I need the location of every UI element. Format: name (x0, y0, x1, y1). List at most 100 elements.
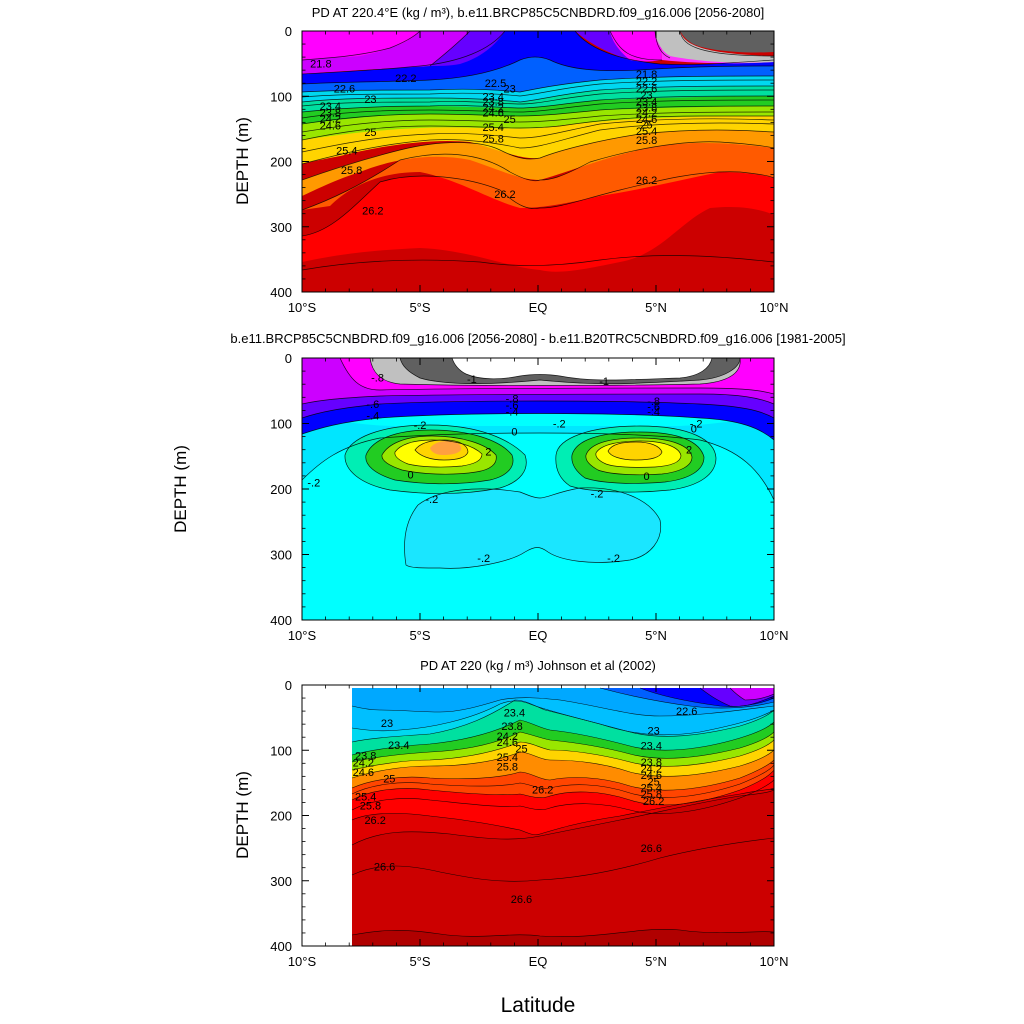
contour-label: 23 (640, 90, 652, 102)
contour-label: 23 (381, 718, 393, 730)
contour-label: 25.8 (641, 789, 662, 801)
y-tick-label: 300 (270, 220, 292, 235)
contour-label: 2 (686, 445, 692, 457)
contour-label: 24.2 (636, 108, 657, 120)
contour-label: 24.6 (641, 770, 662, 782)
contour-label: -.2 (307, 477, 320, 489)
contour-label: 23.8 (501, 721, 522, 733)
contour-label: 25.8 (636, 135, 657, 147)
contour-label: 25.4 (482, 122, 503, 134)
contour-labels: 2323.423.824.224.62525.425.826.226.623.4… (353, 706, 698, 906)
y-tick-label: 200 (270, 482, 292, 497)
contour-label: -.8 (371, 373, 384, 385)
contour-label: 25.4 (336, 145, 357, 157)
contour-label: 25 (640, 119, 652, 131)
contour-label: -.4 (366, 411, 379, 423)
y-tick-label: 200 (270, 155, 292, 170)
contour-label: 23 (504, 83, 516, 95)
contour-label: 25 (648, 777, 660, 789)
contour-lines (351, 687, 774, 937)
contour-label: 24.2 (482, 102, 503, 114)
contour-label: -1 (467, 374, 477, 386)
contour-label: 23.8 (320, 108, 341, 120)
contour-fill (302, 358, 774, 620)
contour-label: 26.6 (641, 843, 662, 855)
contour-label: 25 (504, 114, 516, 126)
contour-label: -1 (599, 376, 609, 388)
contour-label: 25 (383, 773, 395, 785)
panel-title: b.e11.BRCP85C5CNBDRD.f09_g16.006 [2056-2… (230, 331, 845, 346)
x-tick-label: EQ (529, 954, 548, 969)
contour-label: 25.4 (636, 126, 657, 138)
contour-label: 0 (407, 470, 413, 482)
x-tick-label: 5°N (645, 628, 667, 643)
y-axis-label: DEPTH (m) (171, 445, 190, 533)
x-tick-label: 5°S (409, 628, 430, 643)
x-tick-label: EQ (529, 300, 548, 315)
contour-label: -.8 (647, 396, 660, 408)
panel-density-difference: b.e11.BRCP85C5CNBDRD.f09_g16.006 [2056-2… (171, 331, 846, 643)
contour-label: 25.8 (482, 134, 503, 146)
contour-label: 23.8 (641, 757, 662, 769)
contour-label: -.2 (425, 494, 438, 506)
contour-lines (302, 358, 774, 569)
contour-label: 22.6 (676, 706, 697, 718)
contour-label: 22.2 (636, 76, 657, 88)
contour-label: 25.4 (641, 782, 662, 794)
panel-title: PD AT 220.4°E (kg / m³), b.e11.BRCP85C5C… (312, 5, 765, 20)
contour-lines (302, 31, 774, 271)
y-tick-label: 100 (270, 89, 292, 104)
contour-label: -.6 (506, 400, 519, 412)
x-tick-label: EQ (529, 628, 548, 643)
contour-label: -.2 (591, 489, 604, 501)
y-tick-label: 0 (285, 24, 292, 39)
x-axis-label: Latitude (501, 994, 576, 1017)
y-axis-label: DEPTH (m) (233, 117, 252, 205)
contour-label: -.6 (366, 399, 379, 411)
panel-model-density: PD AT 220.4°E (kg / m³), b.e11.BRCP85C5C… (233, 5, 789, 315)
contour-label: -.4 (647, 407, 660, 419)
contour-label: 25.4 (497, 752, 518, 764)
contour-label: 22.6 (636, 83, 657, 95)
contour-label: 24.6 (320, 121, 341, 133)
y-axis-label: DEPTH (m) (233, 771, 252, 859)
contour-label: 24.6 (497, 737, 518, 749)
contour-label: 22.6 (334, 83, 355, 95)
contour-fill (302, 31, 774, 292)
y-tick-label: 100 (270, 743, 292, 758)
contour-label: 22.2 (395, 73, 416, 85)
contour-label: 26.6 (374, 861, 395, 873)
contour-label: -.2 (553, 419, 566, 431)
x-tick-label: 10°S (288, 300, 317, 315)
x-tick-label: 10°S (288, 954, 317, 969)
contour-label: 23.4 (320, 101, 341, 113)
contour-label: 24.6 (482, 108, 503, 120)
contour-labels: -.8 -1 -1-.8 -.8-.6 -.6 -.6-.4 -.4-.4-.2 -.2 -.2… (307, 373, 702, 565)
x-tick-label: 10°N (759, 954, 788, 969)
contour-label: 25.8 (341, 165, 362, 177)
contour-label: -.2 (690, 419, 703, 431)
contour-label: 26.2 (364, 815, 385, 827)
contour-label: 23.8 (636, 102, 657, 114)
contour-label: 2 (485, 447, 491, 459)
contour-label: 23.4 (636, 96, 657, 108)
contour-label: 26.2 (532, 784, 553, 796)
contour-fill (351, 687, 774, 946)
y-tick-label: 0 (285, 678, 292, 693)
contour-label: 23.4 (641, 741, 662, 753)
contour-label: -.2 (414, 420, 427, 432)
contour-label: 25 (515, 743, 527, 755)
y-tick-label: 400 (270, 939, 292, 954)
panel-observed-density: PD AT 220 (kg / m³) Johnson et al (2002) (233, 658, 789, 969)
y-tick-label: 400 (270, 285, 292, 300)
contour-label: 0 (643, 471, 649, 483)
contour-label: -.8 (506, 394, 519, 406)
x-tick-label: 10°N (759, 628, 788, 643)
contour-label: 23.4 (388, 740, 409, 752)
contour-label: -.6 (647, 401, 660, 413)
x-tick-label: 5°S (409, 954, 430, 969)
